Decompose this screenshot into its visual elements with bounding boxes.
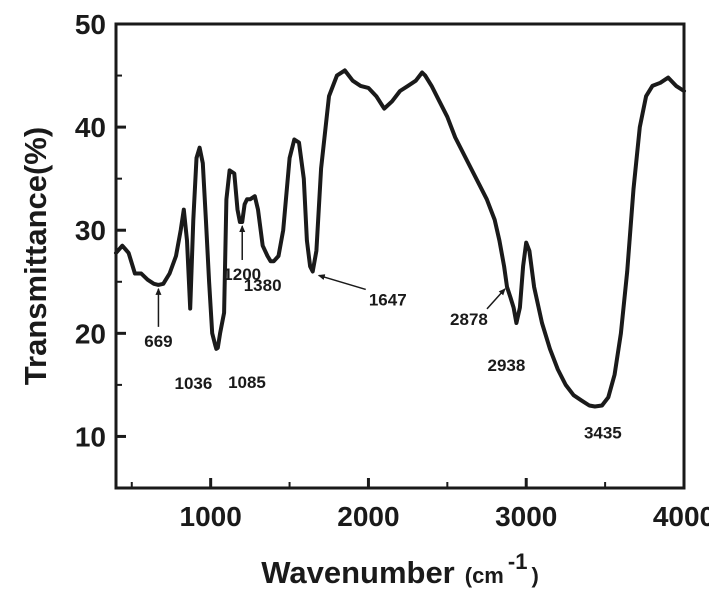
peak-label-1036: 1036 <box>175 374 213 393</box>
y-tick-label: 40 <box>75 112 106 143</box>
x-axis-unit-sup: -1 <box>508 549 528 574</box>
peak-arrow-2878 <box>486 288 506 310</box>
y-tick-label: 50 <box>75 9 106 40</box>
peak-label-1200: 1200 <box>223 265 261 284</box>
peak-label-3435: 3435 <box>584 424 622 443</box>
y-axis-label: Transmittance(%) <box>18 127 53 385</box>
peak-label-1085: 1085 <box>228 373 266 392</box>
x-axis-unit-close: ) <box>531 563 538 588</box>
x-tick-label: 2000 <box>337 501 399 532</box>
x-axis-label-main: Wavenumber <box>261 555 455 590</box>
series-line-1 <box>114 68 686 409</box>
peak-label-669: 669 <box>144 332 172 351</box>
x-axis-unit-open: (cm <box>465 563 504 588</box>
x-tick-label: 3000 <box>495 501 557 532</box>
y-tick-label: 10 <box>75 421 106 452</box>
peak-label-1647: 1647 <box>369 290 407 309</box>
x-tick-label: 1000 <box>180 501 242 532</box>
plot-frame <box>114 22 686 490</box>
y-tick-label: 20 <box>75 318 106 349</box>
x-axis-label: Wavenumber (cm -1 ) <box>261 549 539 590</box>
peak-label-2938: 2938 <box>488 356 526 375</box>
y-tick-label: 30 <box>75 215 106 246</box>
x-tick-label: 4000 <box>653 501 709 532</box>
peak-label-2878: 2878 <box>450 310 488 329</box>
peak-arrow-1647 <box>317 274 366 291</box>
peak-label-1380: 1380 <box>244 276 282 295</box>
